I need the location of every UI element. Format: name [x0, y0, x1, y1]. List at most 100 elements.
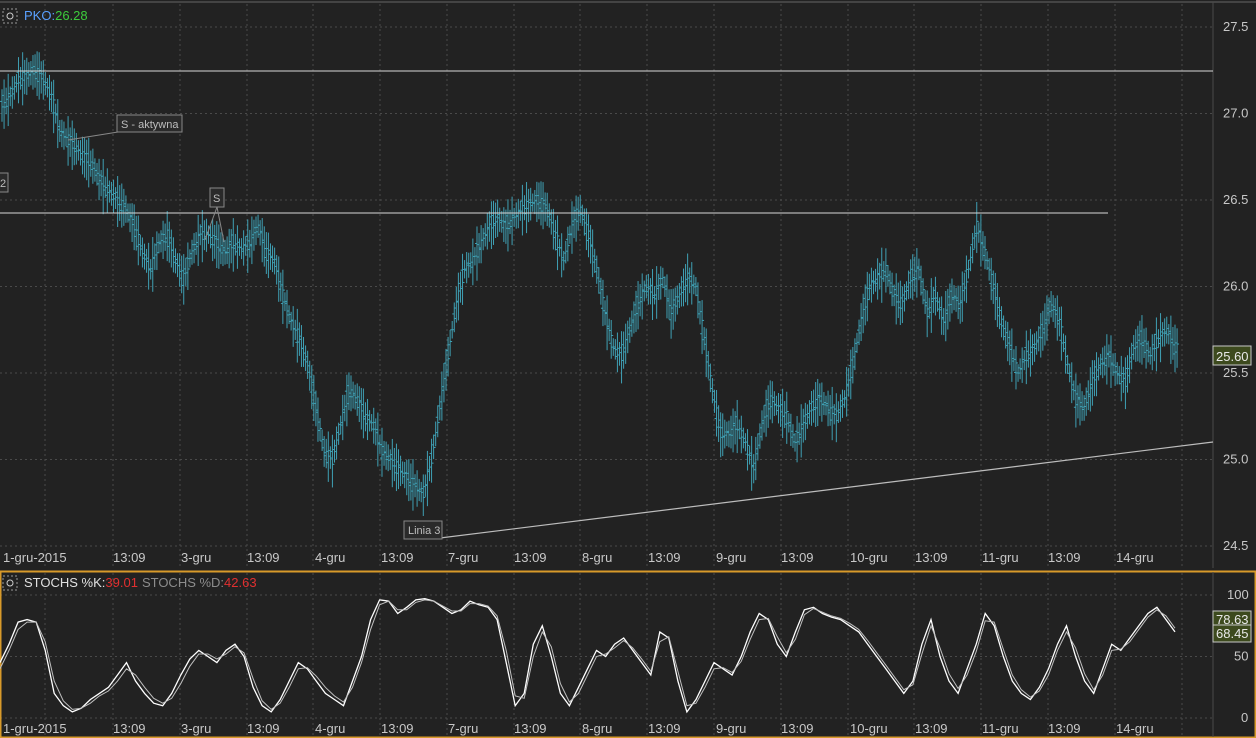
price-bar [1154, 317, 1159, 372]
symbol-last-value: 26.28 [55, 8, 88, 23]
price-bar [970, 233, 975, 264]
stoch-k-value: 39.01 [105, 575, 138, 590]
svg-text:PKO:26.28: PKO:26.28 [24, 8, 88, 23]
trendline-linia-3[interactable] [439, 441, 1214, 539]
time-label: 11-gru [982, 550, 1019, 565]
stoch-lines [0, 598, 1176, 714]
price-bar [330, 434, 335, 488]
price-bar [446, 336, 451, 377]
time-label: 10-gru [850, 550, 888, 565]
time-label: 14-gru [1116, 721, 1154, 736]
time-label: 3-gru [181, 721, 211, 736]
price-bar [964, 255, 969, 303]
time-label: 13:09 [781, 550, 814, 565]
price-bar [600, 279, 605, 327]
label-linia-3-text: Linia 3 [408, 525, 440, 537]
time-label: 9-gru [716, 550, 746, 565]
price-bar [700, 300, 705, 355]
price-bar [136, 215, 141, 266]
price-tick-label: 25.5 [1223, 365, 1248, 380]
time-label: 13:09 [648, 550, 681, 565]
price-bar [421, 474, 426, 516]
price-tick-label: 27.5 [1223, 19, 1248, 34]
stoch-d-tag-text: 68.45 [1216, 626, 1249, 641]
price-bar [565, 226, 570, 262]
time-label: 13:09 [915, 721, 948, 736]
label-s-marker-text: S [213, 193, 220, 205]
price-bar [280, 269, 285, 324]
price-tick-label: 27.0 [1223, 106, 1248, 121]
price-tick-label: 25.0 [1223, 452, 1248, 467]
price-bar [1059, 306, 1064, 361]
stoch-tick-label: 0 [1241, 710, 1248, 725]
last-price-tag-text: 25.60 [1216, 349, 1249, 364]
stoch-k-tag-text: 78.63 [1216, 612, 1249, 627]
s-marker-connector-right [216, 206, 225, 243]
time-label: 9-gru [716, 721, 746, 736]
label-linia-3[interactable]: Linia 3 [403, 520, 443, 540]
time-label: 13:09 [247, 550, 280, 565]
time-label: 13:09 [514, 550, 547, 565]
stoch-tick-label: 50 [1234, 649, 1248, 664]
price-bar [708, 363, 713, 393]
time-label: 14-gru [1116, 550, 1154, 565]
time-label: 7-gru [448, 721, 478, 736]
time-label: 4-gru [315, 721, 345, 736]
stoch-k-line [0, 598, 1176, 714]
price-tick-label: 26.0 [1223, 279, 1248, 294]
label-s-marker[interactable]: S [209, 187, 225, 208]
stoch-d-value: 42.63 [224, 575, 257, 590]
price-bar [745, 429, 750, 471]
time-label: 13:09 [781, 721, 814, 736]
price-bar [974, 201, 979, 254]
time-axis-bottom: 1-gru-2015 13:09 3-gru 13:09 4-gru 13:09 7-gru… [3, 721, 1154, 736]
price-bar [555, 215, 560, 271]
s-marker-connector-left [204, 206, 218, 241]
price-bar [51, 79, 56, 134]
stoch-k-label: STOCHS %K: [24, 575, 105, 590]
price-tick-label: 24.5 [1223, 538, 1248, 553]
price-bar [1013, 345, 1018, 390]
time-label: 7-gru [448, 550, 478, 565]
stoch-k-tag: 78.63 [1212, 610, 1252, 627]
price-bar [435, 405, 440, 438]
drag-handle-icon[interactable] [2, 8, 18, 24]
stoch-grid [0, 573, 1213, 737]
symbol-sep: : [51, 8, 55, 23]
label-left-marker[interactable]: 2 [0, 172, 9, 193]
stoch-legend: STOCHS %K:39.01 STOCHS %D:42.63 [2, 575, 257, 591]
time-label: 13:09 [514, 721, 547, 736]
stoch-d-label: STOCHS %D: [142, 575, 224, 590]
stoch-axis: 100 50 0 [1227, 587, 1249, 725]
price-bar [429, 438, 434, 483]
price-bar [185, 242, 190, 291]
stoch-drag-handle-icon[interactable] [2, 575, 18, 591]
time-label: 13:09 [1048, 721, 1081, 736]
price-bar [983, 236, 988, 270]
time-label: 3-gru [181, 550, 211, 565]
label-s-active-text: S - aktywna [121, 119, 179, 131]
time-label: 8-gru [582, 550, 612, 565]
price-bar [460, 253, 465, 305]
time-label: 10-gru [850, 721, 888, 736]
price-bar [448, 329, 453, 357]
price-bar [609, 320, 614, 359]
label-left-marker-text: 2 [0, 178, 6, 190]
time-label: 13:09 [915, 550, 948, 565]
price-bar [1175, 328, 1180, 368]
time-label: 13:09 [381, 721, 414, 736]
time-label: 1-gru-2015 [3, 550, 67, 565]
label-s-active[interactable]: S - aktywna [116, 114, 183, 133]
s-active-connector [67, 131, 119, 141]
time-label: 4-gru [315, 550, 345, 565]
time-label: 1-gru-2015 [3, 721, 67, 736]
price-bar [318, 418, 323, 441]
time-label: 13:09 [648, 721, 681, 736]
price-bar [921, 278, 926, 305]
price-axis: 27.5 27.0 26.5 26.0 25.5 25.0 24.5 [1223, 19, 1248, 553]
time-label: 13:09 [381, 550, 414, 565]
price-legend: PKO:26.28 [2, 8, 88, 24]
